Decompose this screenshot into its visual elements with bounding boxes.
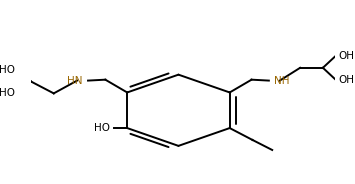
Text: HO: HO (0, 65, 15, 75)
Text: HN: HN (67, 76, 83, 86)
Text: OH: OH (339, 51, 355, 61)
Text: HO: HO (0, 88, 15, 98)
Text: NH: NH (274, 76, 290, 86)
Text: OH: OH (339, 75, 355, 85)
Text: HO: HO (94, 123, 110, 133)
